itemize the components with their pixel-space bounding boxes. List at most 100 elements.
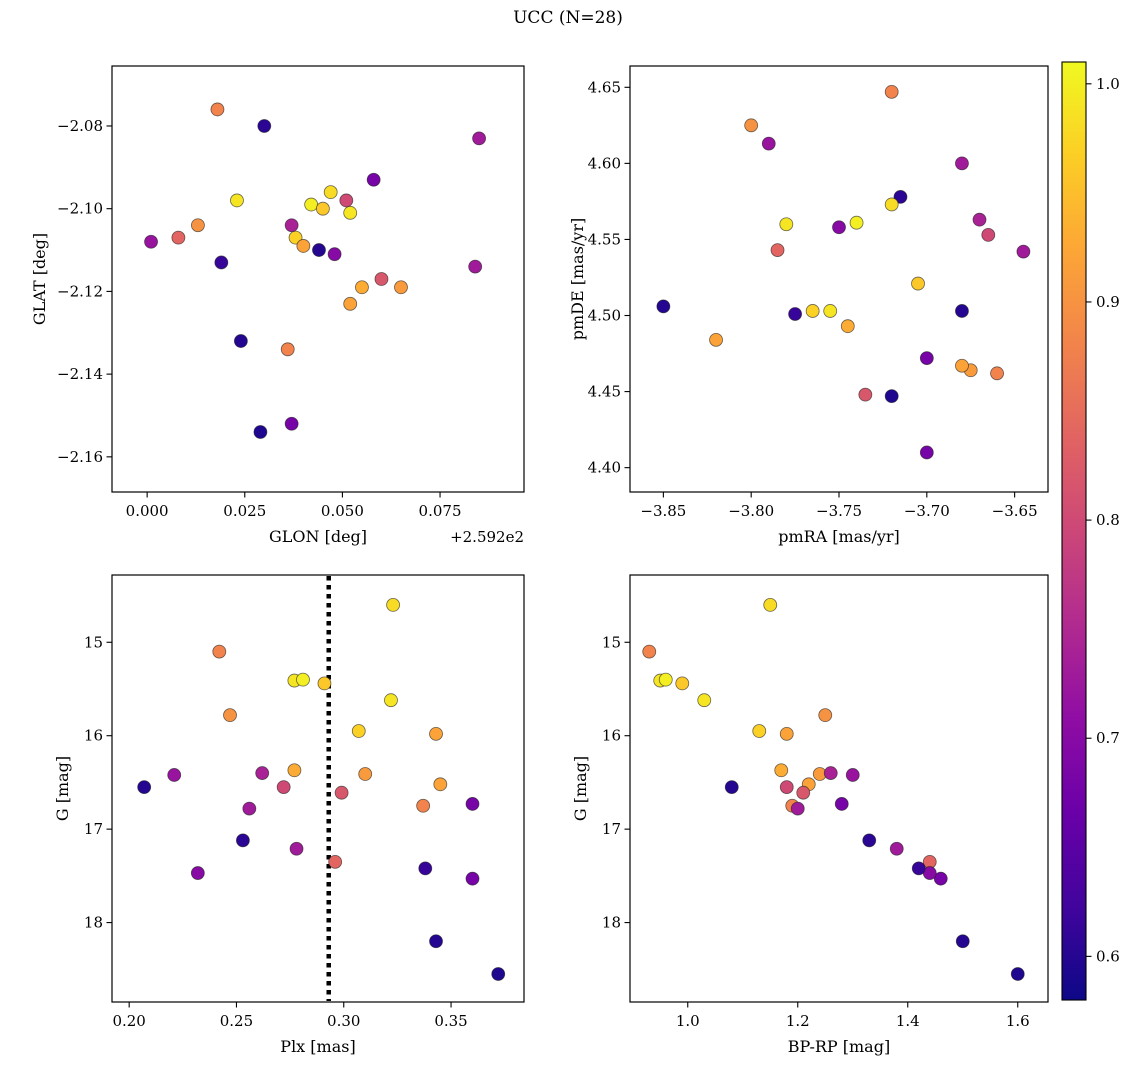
scatter-point (214, 255, 229, 270)
scatter-point (981, 227, 996, 242)
y-tick-label: 15 (602, 633, 621, 651)
scatter-point (744, 118, 759, 133)
x-tick-label: 0.050 (321, 502, 364, 520)
scatter-point (284, 218, 299, 233)
scatter-point (955, 156, 969, 171)
scatter-point (287, 763, 302, 778)
scatter-point (253, 425, 268, 439)
scatter-point (468, 259, 483, 274)
x-tick-label: −3.80 (728, 502, 774, 520)
scatter-point (752, 724, 767, 738)
scatter-point (845, 768, 860, 782)
scatter-point (656, 299, 671, 314)
scatter-point (779, 780, 794, 794)
scatter-point (334, 785, 349, 800)
scatter-point (465, 871, 480, 886)
scatter-point (242, 801, 257, 816)
scatter-point (832, 220, 846, 235)
x-tick-label: 0.20 (112, 1012, 145, 1030)
scatter-point (312, 243, 326, 257)
scatter-point (374, 272, 389, 286)
scatter-point (255, 766, 270, 780)
x-axis-label: GLON [deg] (269, 527, 367, 546)
x-axis-label: Plx [mas] (280, 1037, 355, 1056)
scatter-point (919, 351, 934, 366)
scatter-point (355, 280, 369, 295)
scatter-point (653, 673, 668, 688)
scatter-point (963, 363, 978, 378)
x-axis-offset-text: +2.592e2 (450, 528, 524, 546)
axes-frame (111, 574, 525, 1003)
scatter-point (884, 197, 899, 212)
scatter-point (328, 854, 343, 869)
y-tick-label: −2.08 (57, 117, 103, 135)
scatter-point (763, 597, 778, 612)
scatter-point (849, 215, 864, 230)
scatter-point (304, 197, 319, 212)
scatter-point (911, 861, 926, 876)
scatter-point (818, 708, 833, 723)
scatter-point (429, 934, 443, 949)
y-tick-label: −2.14 (57, 365, 103, 383)
scatter-point (315, 201, 330, 216)
scatter-point (823, 304, 838, 318)
figure-title: UCC (N=28) (513, 8, 623, 28)
scatter-point (190, 866, 205, 880)
colorbar-tick-label: 1.0 (1096, 75, 1120, 93)
scatter-point (416, 798, 431, 813)
x-tick-label: 1.0 (676, 1012, 700, 1030)
scatter-point (284, 416, 299, 431)
x-axis-label: BP-RP [mag] (788, 1037, 890, 1056)
axes-frame (111, 65, 525, 493)
scatter-point (384, 693, 398, 708)
y-tick-label: 4.65 (588, 78, 621, 96)
scatter-point (801, 777, 816, 792)
y-axis-label: G [mag] (571, 756, 590, 821)
axes-frame (629, 65, 1049, 493)
scatter-point (257, 119, 272, 133)
x-tick-label: −3.70 (904, 502, 950, 520)
scatter-point (922, 854, 937, 869)
y-axis-label: GLAT [deg] (30, 233, 49, 325)
y-tick-label: 18 (602, 914, 621, 932)
axes-frame (629, 574, 1049, 1003)
scatter-point (472, 131, 486, 146)
y-tick-label: 4.50 (588, 307, 621, 325)
y-tick-label: 15 (84, 633, 103, 651)
scatter-point (491, 967, 506, 981)
scatter-point (1010, 967, 1025, 981)
y-tick-label: 18 (84, 914, 103, 932)
scatter-point (343, 205, 358, 220)
scatter-point (276, 780, 291, 794)
scatter-point (955, 358, 969, 373)
scatter-point (788, 307, 802, 321)
scatter-point (658, 672, 673, 687)
scatter-point (972, 212, 987, 227)
scatter-point (289, 841, 304, 856)
y-axis-label: G [mag] (53, 756, 72, 821)
scatter-point (884, 84, 899, 99)
scatter-point (779, 726, 794, 741)
scatter-point (840, 319, 855, 334)
scatter-point (418, 861, 433, 876)
scatter-point (805, 304, 820, 318)
colorbar-tick-label: 0.8 (1096, 511, 1120, 529)
scatter-point (212, 644, 227, 659)
x-tick-label: −3.65 (992, 502, 1038, 520)
y-tick-label: 4.55 (588, 230, 621, 248)
y-tick-label: 17 (84, 820, 103, 838)
scatter-point (167, 768, 182, 782)
scatter-point (642, 644, 657, 659)
scatter-point (724, 780, 739, 794)
x-tick-label: 0.000 (126, 502, 169, 520)
scatter-point (280, 342, 295, 357)
scatter-point (955, 934, 970, 949)
colorbar-tick-label: 0.9 (1096, 293, 1120, 311)
x-tick-label: 1.4 (896, 1012, 920, 1030)
y-tick-label: 4.45 (588, 383, 621, 401)
scatter-point (394, 280, 408, 295)
